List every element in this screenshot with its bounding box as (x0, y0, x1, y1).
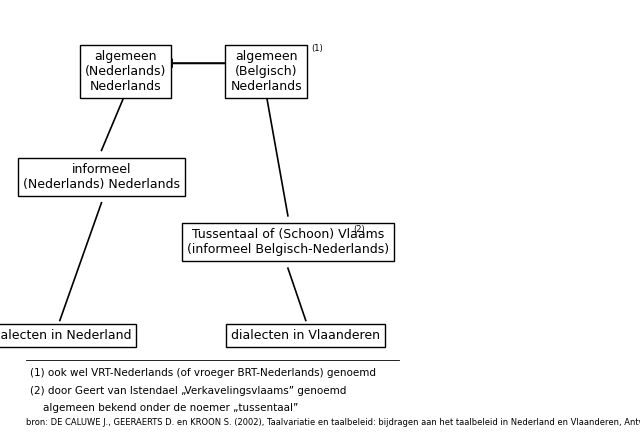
Text: informeel
(Nederlands) Nederlands: informeel (Nederlands) Nederlands (23, 163, 180, 191)
Text: (1): (1) (312, 44, 323, 53)
Text: dialecten in Vlaanderen: dialecten in Vlaanderen (231, 329, 380, 342)
Text: (2) door Geert van Istendael „Verkavelingsvlaams” genoemd: (2) door Geert van Istendael „Verkavelin… (30, 386, 346, 396)
Text: algemeen bekend onder de noemer „tussentaal”: algemeen bekend onder de noemer „tussent… (30, 403, 298, 413)
Text: (1) ook wel VRT-Nederlands (of vroeger BRT-Nederlands) genoemd: (1) ook wel VRT-Nederlands (of vroeger B… (30, 368, 376, 378)
Text: bron: DE CALUWE J., GEERAERTS D. en KROON S. (2002), Taalvariatie en taalbeleid:: bron: DE CALUWE J., GEERAERTS D. en KROO… (26, 418, 640, 427)
Text: Tussentaal of (Schoon) Vlaams
(informeel Belgisch-Nederlands): Tussentaal of (Schoon) Vlaams (informeel… (187, 228, 389, 256)
Text: dialecten in Nederland: dialecten in Nederland (0, 329, 131, 342)
Text: algemeen
(Belgisch)
Nederlands: algemeen (Belgisch) Nederlands (230, 51, 302, 93)
Text: algemeen
(Nederlands)
Nederlands: algemeen (Nederlands) Nederlands (84, 51, 166, 93)
Text: (2): (2) (353, 225, 365, 234)
